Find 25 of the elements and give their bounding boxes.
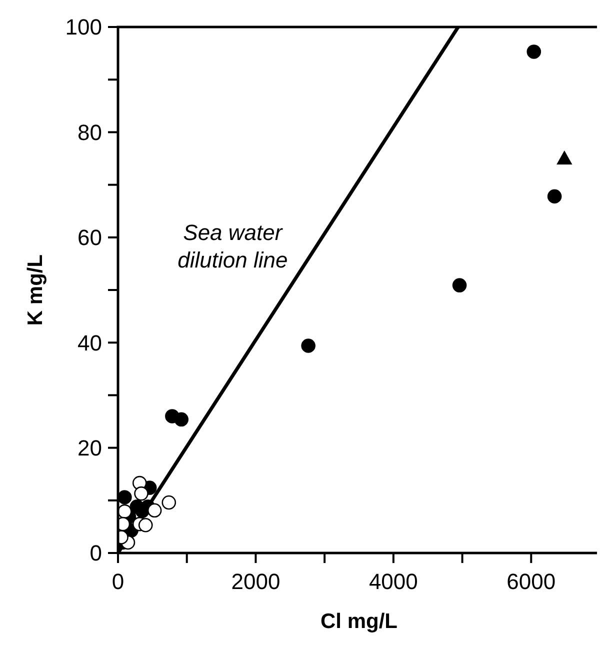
y-tick-label: 80 [78,120,102,145]
x-tick-label: 6000 [506,569,556,594]
y-tick-label: 0 [90,540,102,566]
point [547,189,562,204]
point [118,490,132,504]
point [556,151,572,164]
annotation: Sea water dilution line [178,220,288,272]
y-tick-label: 100 [65,14,102,40]
point [526,44,542,59]
x-tick-label: 0 [112,569,124,594]
x-tick-label: 2000 [231,569,280,594]
point [118,504,132,519]
y-tick-label: 60 [78,225,102,250]
y-tick-label: 40 [78,330,102,356]
x-tick-label: 4000 [368,569,418,594]
point [138,518,153,532]
point [174,412,188,427]
y-axis-title: K mg/L [24,254,47,326]
point [162,495,176,510]
point [301,338,316,353]
y-tick-label: 20 [78,436,102,460]
x-axis-title: Cl mg/L [320,610,398,633]
point [452,278,467,292]
point [134,486,148,501]
point [147,503,162,518]
